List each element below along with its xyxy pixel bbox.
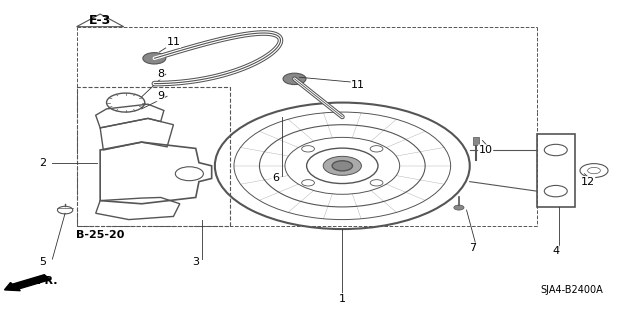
Text: 8: 8 <box>157 69 164 79</box>
Circle shape <box>143 53 166 64</box>
Text: 11: 11 <box>351 80 365 90</box>
Text: 10: 10 <box>479 145 493 155</box>
Text: B-25-20: B-25-20 <box>76 230 124 241</box>
Circle shape <box>454 205 464 210</box>
FancyArrow shape <box>4 275 50 291</box>
Text: 12: 12 <box>580 177 595 187</box>
Text: FR.: FR. <box>37 276 58 286</box>
Circle shape <box>332 161 353 171</box>
Text: 2: 2 <box>39 158 46 168</box>
Text: 9: 9 <box>157 91 164 101</box>
Text: SJA4-B2400A: SJA4-B2400A <box>540 285 603 295</box>
Text: 3: 3 <box>192 257 199 267</box>
Circle shape <box>323 156 362 175</box>
Text: 1: 1 <box>339 293 346 304</box>
Circle shape <box>283 73 306 85</box>
Text: 6: 6 <box>272 174 279 183</box>
Text: E-3: E-3 <box>89 14 111 27</box>
Bar <box>473 137 479 145</box>
Text: 4: 4 <box>552 246 559 256</box>
Text: 11: 11 <box>166 38 180 48</box>
Text: 5: 5 <box>39 257 46 267</box>
Text: 7: 7 <box>469 243 477 253</box>
